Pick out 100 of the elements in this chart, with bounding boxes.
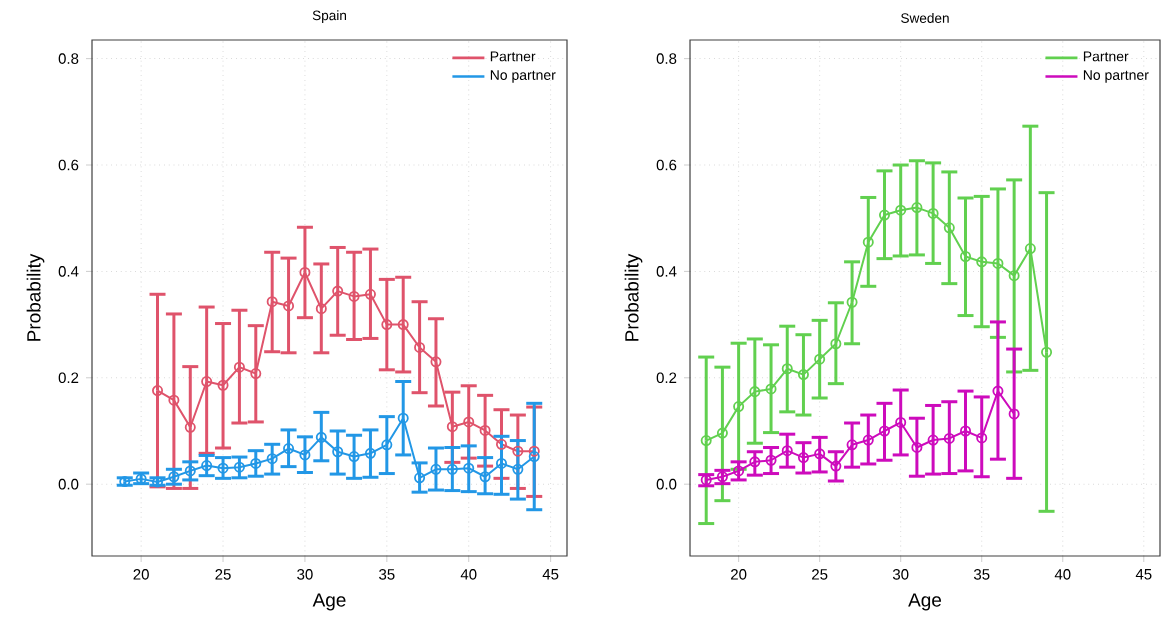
point [846, 439, 858, 451]
point [315, 303, 327, 315]
point [911, 202, 923, 214]
point [1024, 243, 1036, 255]
point [348, 290, 360, 302]
point [184, 465, 196, 477]
point [992, 385, 1004, 397]
point [878, 209, 890, 221]
point [299, 266, 311, 278]
point [463, 462, 475, 474]
legend-label: No partner [490, 70, 556, 83]
point [700, 435, 712, 447]
point [414, 341, 426, 353]
point [749, 456, 761, 468]
point [430, 356, 442, 368]
point [749, 386, 761, 398]
point [528, 445, 540, 457]
point [283, 300, 295, 312]
y-tick-label: 0.0 [58, 478, 79, 490]
point [250, 457, 262, 469]
point [528, 451, 540, 463]
point [479, 471, 491, 483]
point [315, 431, 327, 443]
point [414, 472, 426, 484]
point [797, 452, 809, 464]
point [168, 394, 180, 406]
y-tick-label: 0.2 [656, 372, 677, 384]
point [184, 421, 196, 433]
legend-label: Partner [1083, 51, 1129, 62]
point [878, 425, 890, 437]
point [814, 353, 826, 365]
point [765, 454, 777, 466]
point [397, 319, 409, 331]
point [397, 412, 409, 424]
y-tick-label: 0.6 [656, 159, 677, 171]
y-tick-label: 0.8 [58, 53, 79, 64]
point [960, 425, 972, 437]
x-tick-label: 30 [297, 569, 313, 580]
point [201, 460, 213, 472]
legend-label: No partner [1083, 70, 1149, 83]
point [463, 416, 475, 428]
point [217, 462, 229, 474]
point [895, 204, 907, 216]
point [495, 438, 507, 450]
point [733, 465, 745, 477]
point [927, 434, 939, 446]
point [862, 434, 874, 446]
point [830, 460, 842, 472]
point [960, 251, 972, 263]
point [479, 424, 491, 436]
y-tick-label: 0.4 [58, 266, 79, 277]
x-tick-label: 25 [812, 569, 828, 580]
x-axis-title: Age [908, 593, 942, 611]
y-axis-title: Probability [26, 253, 45, 341]
point [895, 416, 907, 428]
point [381, 319, 393, 331]
point [152, 385, 164, 397]
x-tick-label: 40 [1054, 569, 1071, 580]
point [846, 296, 858, 308]
point [976, 256, 988, 268]
x-tick-label: 45 [542, 569, 559, 580]
point [512, 463, 524, 475]
point [250, 368, 262, 380]
point [266, 453, 278, 465]
legend-label: Partner [490, 51, 536, 62]
point [266, 296, 278, 308]
point [992, 257, 1004, 269]
point [299, 449, 311, 461]
point [765, 383, 777, 395]
point [364, 447, 376, 459]
point [381, 439, 393, 451]
point [943, 222, 955, 234]
point [733, 401, 745, 413]
point [927, 207, 939, 219]
point [1008, 270, 1020, 282]
y-axis-title: Probability [624, 253, 643, 341]
x-tick-label: 35 [973, 569, 990, 580]
point [1008, 408, 1020, 420]
point [943, 432, 955, 444]
x-tick-label: 25 [215, 569, 231, 580]
point [233, 461, 245, 473]
chart-title: Spain [312, 10, 347, 23]
y-tick-label: 0.6 [58, 159, 79, 171]
point [976, 432, 988, 444]
y-tick-label: 0.8 [656, 53, 677, 64]
point [862, 236, 874, 248]
point [1041, 346, 1053, 358]
point [830, 338, 842, 350]
x-axis-title: Age [312, 593, 346, 611]
x-tick-label: 35 [379, 569, 395, 580]
point [217, 379, 229, 391]
point [430, 463, 442, 475]
point [716, 427, 728, 439]
point [283, 443, 295, 455]
point [814, 448, 826, 460]
point [781, 445, 793, 457]
point [446, 421, 458, 433]
x-tick-label: 30 [892, 569, 909, 580]
point [512, 445, 524, 457]
x-tick-label: 40 [460, 569, 477, 580]
